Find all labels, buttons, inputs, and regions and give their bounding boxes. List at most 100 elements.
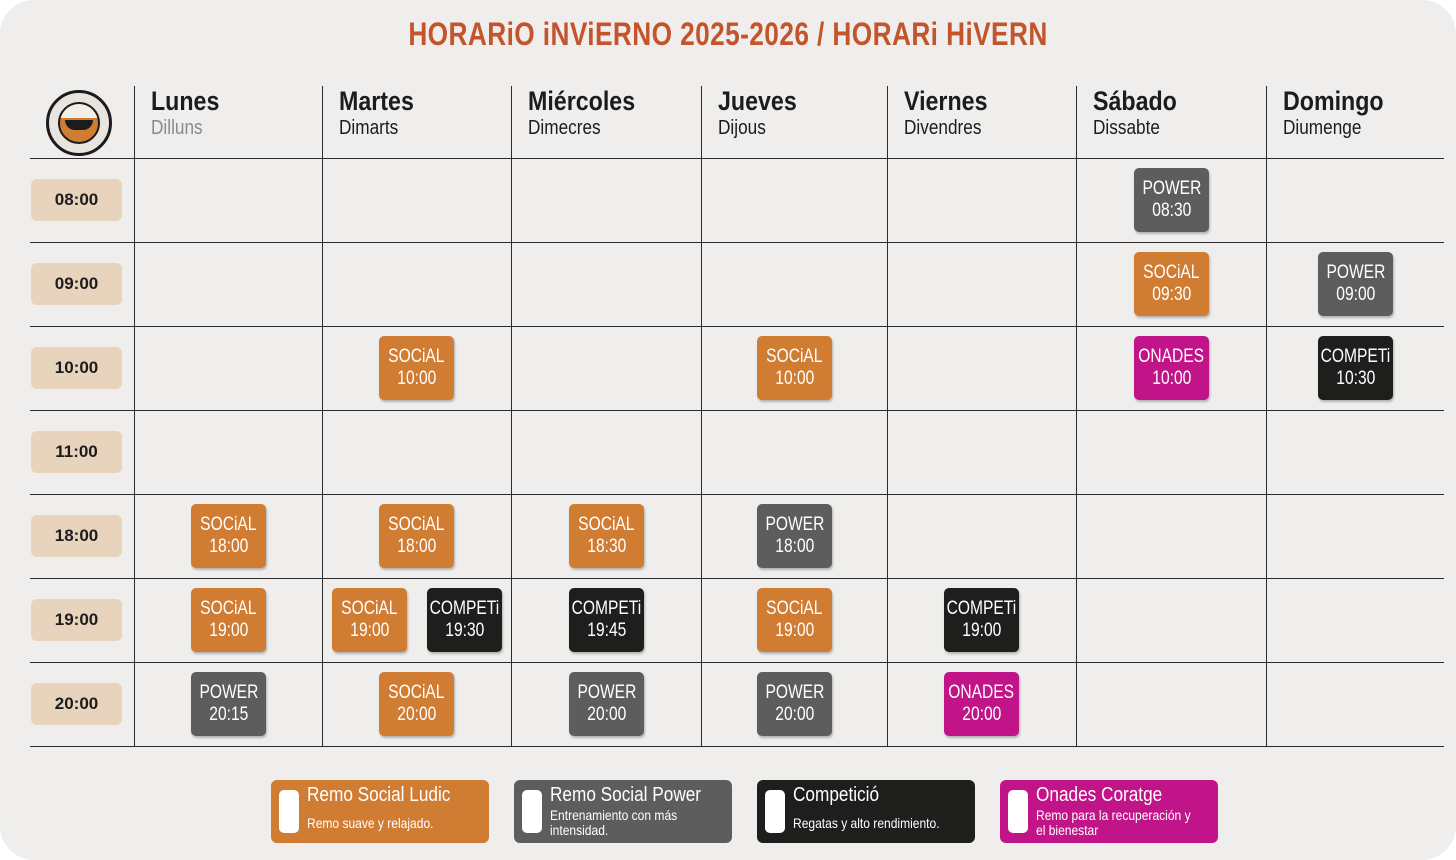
session-block-power: POWER 09:00 xyxy=(1318,252,1393,316)
session-block-onades: ONADES 20:00 xyxy=(944,672,1019,736)
session-block-social: SOCiAL 19:00 xyxy=(757,588,832,652)
legend-description: Remo para la recuperación y el bienestar xyxy=(1036,808,1191,838)
session-type: POWER xyxy=(765,514,824,535)
legend-title: Onades Coratge xyxy=(1036,784,1163,806)
session-block-competi: COMPETi 10:30 xyxy=(1318,336,1393,400)
session-time: 20:00 xyxy=(396,704,436,725)
session-type: POWER xyxy=(765,682,824,703)
session-type: POWER xyxy=(577,682,636,703)
session-time: 09:30 xyxy=(1151,284,1191,305)
session-type: SOCiAL xyxy=(766,598,823,619)
session-time: 20:00 xyxy=(586,704,626,725)
session-block-social: SOCiAL 18:30 xyxy=(569,504,644,568)
legend-description-line: el bienestar xyxy=(1036,822,1099,838)
session-block-power: POWER 20:00 xyxy=(569,672,644,736)
session-block-competi: COMPETi 19:45 xyxy=(569,588,644,652)
hour-label: 11:00 xyxy=(31,431,122,473)
session-time: 10:00 xyxy=(396,368,436,389)
grid-row-divider xyxy=(30,662,1444,663)
grid-column-divider xyxy=(511,86,512,746)
grid-row-divider xyxy=(30,410,1444,411)
session-block-onades: ONADES 10:00 xyxy=(1134,336,1209,400)
day-header-4: Jueves Dijous xyxy=(718,86,810,140)
day-name-ca: Diumenge xyxy=(1283,117,1362,139)
hour-label: 10:00 xyxy=(31,347,122,389)
session-time: 10:30 xyxy=(1335,368,1375,389)
session-time: 19:30 xyxy=(444,620,484,641)
grid-column-divider xyxy=(887,86,888,746)
grid-column-divider xyxy=(322,86,323,746)
session-type: COMPETi xyxy=(946,598,1017,619)
hour-label: 09:00 xyxy=(31,263,122,305)
session-time: 18:00 xyxy=(208,536,248,557)
session-time: 10:00 xyxy=(1151,368,1191,389)
day-name-es: Jueves xyxy=(718,86,797,116)
day-name-es: Miércoles xyxy=(528,86,636,116)
legend-description: Entrenamiento con más intensidad. xyxy=(550,808,677,838)
day-name-ca: Dissabte xyxy=(1093,117,1160,139)
session-time: 18:30 xyxy=(586,536,626,557)
session-time: 10:00 xyxy=(774,368,814,389)
legend-description-line: Remo para la recuperación y xyxy=(1036,807,1191,823)
session-block-social: SOCiAL 20:00 xyxy=(379,672,454,736)
grid-row-divider xyxy=(30,158,1444,159)
session-type: SOCiAL xyxy=(578,514,635,535)
day-name-es: Viernes xyxy=(904,86,988,116)
session-type: SOCiAL xyxy=(766,346,823,367)
legend-description-line: Remo suave y relajado. xyxy=(307,815,434,831)
legend-title: Remo Social Power xyxy=(550,784,702,806)
grid-row-divider xyxy=(30,746,1444,747)
session-time: 18:00 xyxy=(774,536,814,557)
legend-title: Remo Social Ludic xyxy=(307,784,451,806)
session-time: 19:00 xyxy=(349,620,389,641)
session-block-power: POWER 08:30 xyxy=(1134,168,1209,232)
legend-item-onades: Onades Coratge Remo para la recuperación … xyxy=(1000,780,1218,843)
day-name-ca: Dilluns xyxy=(151,117,203,139)
day-name-ca: Divendres xyxy=(904,117,982,139)
legend-description: Remo suave y relajado. xyxy=(307,816,433,831)
session-type: SOCiAL xyxy=(388,514,445,535)
hour-label: 19:00 xyxy=(31,599,122,641)
session-block-social: SOCiAL 09:30 xyxy=(1134,252,1209,316)
session-type: SOCiAL xyxy=(200,598,257,619)
session-time: 19:00 xyxy=(774,620,814,641)
session-time: 19:00 xyxy=(208,620,248,641)
day-header-1: Lunes Dilluns xyxy=(151,86,231,140)
grid-column-divider xyxy=(1266,86,1267,746)
session-block-social: SOCiAL 10:00 xyxy=(379,336,454,400)
session-block-competi: COMPETi 19:30 xyxy=(427,588,502,652)
session-type: POWER xyxy=(1326,262,1385,283)
session-time: 18:00 xyxy=(396,536,436,557)
grid-column-divider xyxy=(1076,86,1077,746)
session-time: 20:15 xyxy=(208,704,248,725)
session-block-social: SOCiAL 10:00 xyxy=(757,336,832,400)
session-type: POWER xyxy=(1142,178,1201,199)
day-header-7: Domingo Diumenge xyxy=(1283,86,1400,140)
day-name-es: Lunes xyxy=(151,86,220,116)
day-header-2: Martes Dimarts xyxy=(339,86,426,140)
session-time: 20:00 xyxy=(961,704,1001,725)
session-time: 19:00 xyxy=(961,620,1001,641)
day-name-es: Sábado xyxy=(1093,86,1177,116)
session-time: 08:30 xyxy=(1151,200,1191,221)
hour-label: 08:00 xyxy=(31,179,122,221)
grid-row-divider xyxy=(30,326,1444,327)
session-block-competi: COMPETi 19:00 xyxy=(944,588,1019,652)
session-type: COMPETi xyxy=(1320,346,1391,367)
session-type: POWER xyxy=(199,682,258,703)
session-time: 19:45 xyxy=(586,620,626,641)
legend-description-line: intensidad. xyxy=(550,822,609,838)
legend-description-line: Entrenamiento con más xyxy=(550,807,678,823)
legend-swatch xyxy=(522,790,542,833)
grid-row-divider xyxy=(30,242,1444,243)
session-block-power: POWER 20:15 xyxy=(191,672,266,736)
legend-title: Competició xyxy=(793,784,880,806)
boat-icon xyxy=(65,120,93,130)
day-name-ca: Dijous xyxy=(718,117,766,139)
session-block-power: POWER 20:00 xyxy=(757,672,832,736)
session-type: COMPETi xyxy=(571,598,642,619)
session-type: ONADES xyxy=(1138,346,1205,367)
day-header-5: Viernes Divendres xyxy=(904,86,1001,140)
legend-item-competi: Competició Regatas y alto rendimiento. xyxy=(757,780,975,843)
